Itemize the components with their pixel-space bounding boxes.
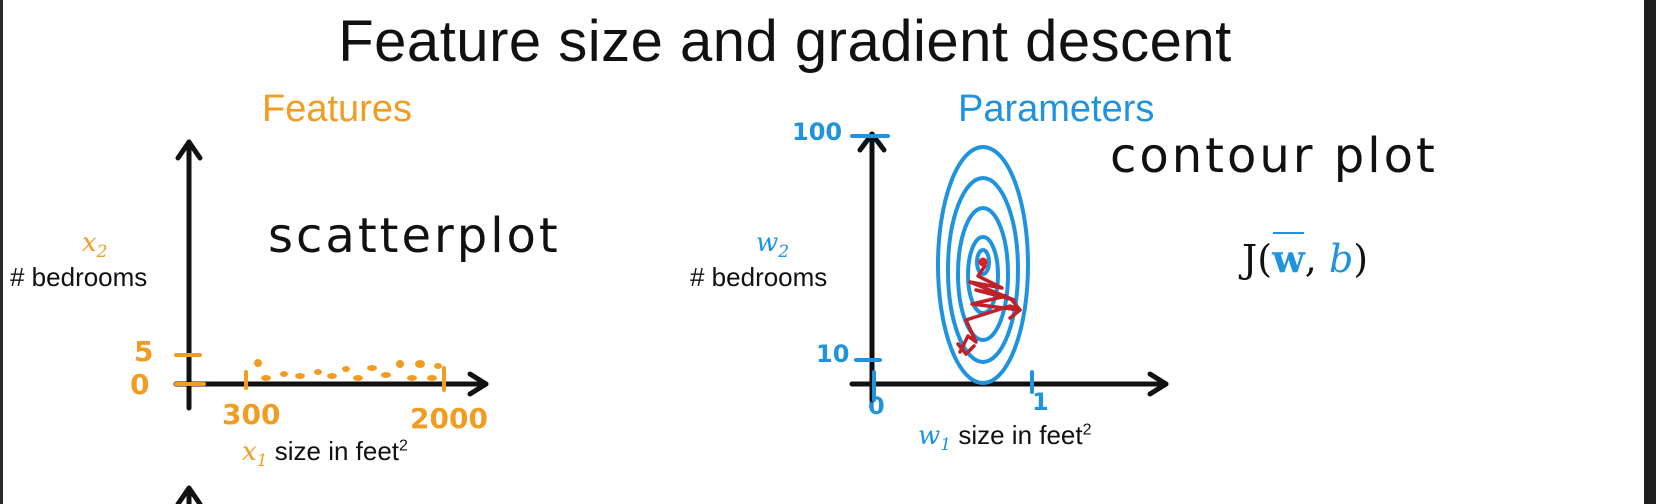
next-axis-arrow (175, 485, 203, 504)
scatter-points (254, 359, 442, 381)
cost-function: J(w, b) (1242, 236, 1369, 281)
x-tick-300: 300 (222, 398, 281, 431)
slide-title: Feature size and gradient descent (338, 9, 1232, 74)
right-x-axis (849, 371, 1169, 397)
left-frame-edge (0, 0, 3, 504)
left-x-axis (173, 371, 489, 397)
parameters-heading: Parameters (958, 88, 1155, 130)
x-tick-2000: 2000 (410, 402, 488, 435)
left-x-axis-label: x1 size in feet2 (242, 436, 408, 472)
right-frame-edge (1644, 0, 1656, 504)
w1-tick-1: 1 (1032, 388, 1049, 416)
y-tick-5: 5 (134, 335, 154, 368)
gradient-descent-path (956, 264, 1022, 356)
w2-variable: w2 (756, 228, 790, 263)
left-y-axis-label: # bedrooms (10, 262, 148, 292)
w2-tick-100: 100 (792, 118, 843, 146)
x2-variable: x2 (82, 228, 108, 263)
right-y-axis-label: # bedrooms (690, 262, 828, 292)
right-x-axis-label: w1 size in feet2 (918, 420, 1092, 456)
y-tick-0: 0 (130, 368, 150, 401)
arrow-up-icon (175, 485, 203, 504)
right-ticks (850, 134, 1034, 402)
minimum-point (978, 257, 988, 267)
left-y-axis (175, 139, 203, 411)
features-heading: Features (262, 88, 412, 130)
arrow-right-icon (467, 371, 489, 397)
contour-plot-annotation: contour plot (1110, 128, 1438, 184)
arrow-up-icon (175, 139, 203, 161)
left-ticks (174, 353, 446, 392)
w2-tick-10: 10 (816, 340, 850, 368)
arrow-right-icon (1147, 371, 1169, 397)
scatterplot-annotation: scatterplot (268, 208, 561, 264)
